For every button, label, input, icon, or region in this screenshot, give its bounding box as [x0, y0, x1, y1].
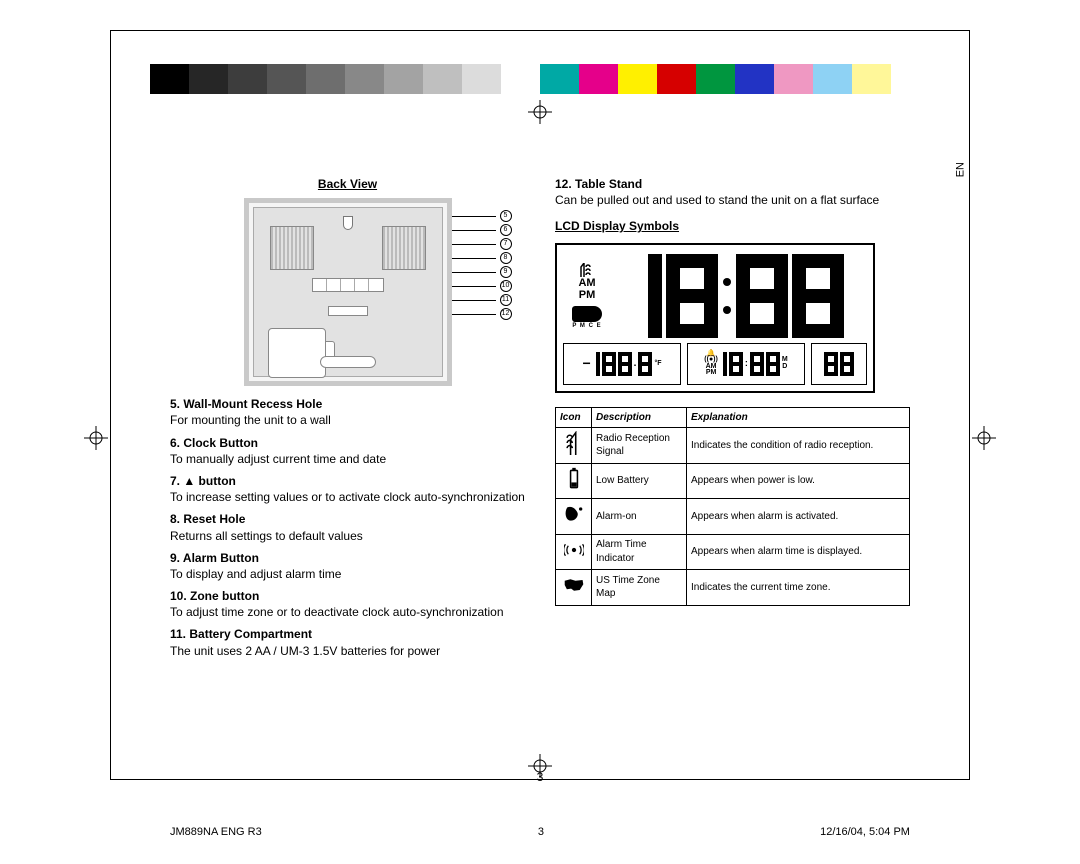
left-column: Back View 56789101112 5. Wall-Mount Rece…	[170, 176, 525, 665]
content: Back View 56789101112 5. Wall-Mount Rece…	[170, 176, 910, 665]
symbol-exp: Appears when alarm is activated.	[687, 499, 910, 535]
table-row: Alarm Time IndicatorAppears when alarm t…	[556, 534, 910, 570]
item-entry: 10. Zone buttonTo adjust time zone or to…	[170, 588, 525, 620]
item-entry: 8. Reset HoleReturns all settings to def…	[170, 511, 525, 543]
table-row: US Time Zone MapIndicates the current ti…	[556, 570, 910, 606]
symbol-exp: Appears when alarm time is displayed.	[687, 534, 910, 570]
symbol-desc: US Time Zone Map	[592, 570, 687, 606]
symbol-exp: Indicates the condition of radio recepti…	[687, 428, 910, 464]
item-entry: 7. ▲ buttonTo increase setting values or…	[170, 473, 525, 505]
lcd-sub-alarm: 🔔 ((●)) AM PM : MD	[687, 343, 805, 385]
table-row: Radio Reception SignalIndicates the cond…	[556, 428, 910, 464]
table-row: Alarm-onAppears when alarm is activated.	[556, 499, 910, 535]
lcd-symbols-table: Icon Description Explanation Radio Recep…	[555, 407, 910, 606]
item-entry: 5. Wall-Mount Recess HoleFor mounting th…	[170, 396, 525, 428]
lcd-ampm-icon: AM PM P M C E	[563, 263, 611, 329]
symbol-icon	[556, 463, 592, 499]
page-number: 3	[537, 770, 544, 784]
color-calibration-bar	[150, 64, 930, 94]
symbol-exp: Indicates the current time zone.	[687, 570, 910, 606]
symbol-desc: Alarm Time Indicator	[592, 534, 687, 570]
footer-center: 3	[538, 826, 544, 838]
registration-mark-top	[528, 100, 552, 124]
table-row: Low BatteryAppears when power is low.	[556, 463, 910, 499]
symbol-icon	[556, 570, 592, 606]
back-view-items: 5. Wall-Mount Recess HoleFor mounting th…	[170, 396, 525, 659]
us-map-icon	[572, 306, 602, 322]
registration-mark-right	[972, 426, 996, 450]
symbol-icon	[556, 428, 592, 464]
right-column: 12. Table Stand Can be pulled out and us…	[555, 176, 910, 665]
symbol-icon	[556, 534, 592, 570]
item-entry: 11. Battery CompartmentThe unit uses 2 A…	[170, 626, 525, 658]
item-entry: 6. Clock ButtonTo manually adjust curren…	[170, 435, 525, 467]
item-entry: 9. Alarm ButtonTo display and adjust ala…	[170, 550, 525, 582]
footer-right: 12/16/04, 5:04 PM	[820, 826, 910, 838]
footer-left: JM889NA ENG R3	[170, 826, 262, 838]
footer: JM889NA ENG R3 3 12/16/04, 5:04 PM	[170, 826, 910, 838]
lcd-main-time	[615, 254, 867, 338]
symbol-desc: Alarm-on	[592, 499, 687, 535]
symbol-desc: Low Battery	[592, 463, 687, 499]
lcd-display-graphic: AM PM P M C E − .°F	[555, 243, 875, 393]
lcd-sub-date: − .°F	[563, 343, 681, 385]
item-table-stand: 12. Table Stand Can be pulled out and us…	[555, 176, 910, 208]
language-label: EN	[954, 162, 966, 177]
lcd-sub-small	[811, 343, 867, 385]
symbol-exp: Appears when power is low.	[687, 463, 910, 499]
back-view-title: Back View	[170, 176, 525, 192]
symbol-desc: Radio Reception Signal	[592, 428, 687, 464]
lcd-symbols-title: LCD Display Symbols	[555, 218, 910, 234]
registration-mark-left	[84, 426, 108, 450]
table-header-row: Icon Description Explanation	[556, 407, 910, 428]
back-view-diagram: 56789101112	[244, 198, 452, 386]
callout-numbers: 56789101112	[452, 210, 512, 322]
symbol-icon	[556, 499, 592, 535]
